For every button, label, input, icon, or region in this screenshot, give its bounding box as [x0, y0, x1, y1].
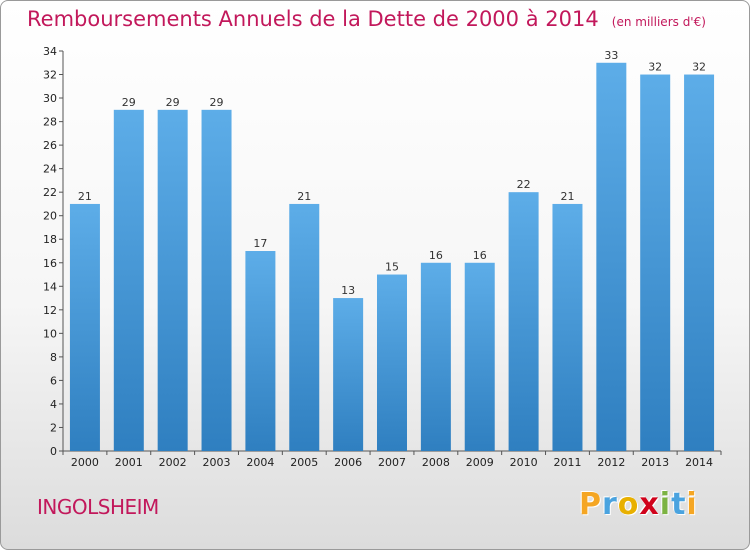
bar-2011 — [552, 203, 583, 451]
bar-2007 — [377, 274, 407, 451]
y-tick-label: 32 — [43, 69, 57, 82]
y-tick-label: 10 — [43, 327, 57, 340]
y-tick-label: 34 — [43, 45, 57, 58]
x-tick-label-2014: 2014 — [685, 456, 713, 469]
x-tick-label-2009: 2009 — [466, 456, 494, 469]
y-tick-label: 24 — [43, 163, 57, 176]
chart-subtitle: (en milliers d'€) — [611, 15, 706, 29]
y-tick-label: 6 — [50, 374, 57, 387]
y-tick-label: 26 — [43, 139, 57, 152]
data-label-2001: 29 — [122, 96, 136, 109]
bar-2004 — [245, 251, 276, 451]
y-tick-label: 4 — [50, 398, 57, 411]
y-tick-label: 12 — [43, 304, 57, 317]
logo-letter: r — [602, 487, 618, 522]
data-label-2005: 21 — [297, 190, 311, 203]
data-labels-group: 21 29 29 29 17 21 13 15 16 16 22 21 33 32 32 — [78, 49, 706, 297]
data-label-2014: 32 — [692, 61, 706, 74]
y-tick-label: 30 — [43, 92, 57, 105]
proxiti-logo: Proxiti — [579, 487, 698, 522]
x-tick-label-2000: 2000 — [71, 456, 99, 469]
x-tick-label-2010: 2010 — [510, 456, 538, 469]
data-label-2004: 17 — [253, 237, 267, 250]
bar-2010 — [508, 192, 539, 452]
data-label-2003: 29 — [210, 96, 224, 109]
x-tick-label-2013: 2013 — [641, 456, 669, 469]
data-label-2011: 21 — [560, 190, 574, 203]
x-tick-label-2005: 2005 — [290, 456, 318, 469]
y-tick-label: 14 — [43, 280, 57, 293]
bar-2009 — [464, 262, 495, 451]
logo-letter: x — [639, 487, 660, 522]
bar-2014 — [684, 74, 715, 451]
logo-letter: i — [659, 487, 672, 522]
logo-letter: o — [617, 487, 640, 522]
y-tick-label: 0 — [50, 445, 57, 458]
bar-2006 — [333, 298, 364, 451]
y-tick-label: 20 — [43, 210, 57, 223]
bar-2000 — [69, 203, 100, 451]
data-label-2002: 29 — [166, 96, 180, 109]
bar-2012 — [596, 62, 627, 451]
bar-2005 — [289, 203, 320, 451]
y-tick-label: 2 — [50, 421, 57, 434]
x-tick-label-2001: 2001 — [115, 456, 143, 469]
chart-title-wrap: Remboursements Annuels de la Dette de 20… — [27, 7, 706, 31]
data-label-2000: 21 — [78, 190, 92, 203]
y-tick-label: 22 — [43, 186, 57, 199]
data-label-2013: 32 — [648, 61, 662, 74]
bar-2001 — [113, 109, 144, 451]
x-tick-label-2004: 2004 — [246, 456, 274, 469]
logo-letter: i — [686, 487, 698, 522]
commune-name: INGOLSHEIM — [37, 495, 159, 519]
bar-2008 — [420, 262, 451, 451]
y-tick-label: 16 — [43, 257, 57, 270]
x-tick-label-2012: 2012 — [597, 456, 625, 469]
data-label-2012: 33 — [604, 49, 618, 62]
data-label-2010: 22 — [517, 178, 531, 191]
x-tick-label-2003: 2003 — [203, 456, 231, 469]
chart-title: Remboursements Annuels de la Dette de 20… — [27, 7, 599, 31]
y-tick-label: 8 — [50, 351, 57, 364]
data-label-2006: 13 — [341, 284, 355, 297]
bars-group — [69, 62, 715, 452]
logo-letter: t — [671, 487, 687, 522]
logo-letter: P — [579, 487, 602, 522]
y-tick-label: 18 — [43, 233, 57, 246]
y-tick-label: 28 — [43, 116, 57, 129]
x-tick-label-2006: 2006 — [334, 456, 362, 469]
x-tick-label-2011: 2011 — [553, 456, 581, 469]
bar-2002 — [157, 109, 188, 451]
x-axis: 2000 2001 2002 2003 2004 2005 2006 2007 2008 2009… — [62, 450, 722, 469]
data-label-2008: 16 — [429, 249, 443, 262]
x-tick-label-2008: 2008 — [422, 456, 450, 469]
data-label-2009: 16 — [473, 249, 487, 262]
bar-2003 — [201, 109, 232, 451]
bar-2013 — [640, 74, 671, 451]
x-tick-label-2002: 2002 — [159, 456, 187, 469]
data-label-2007: 15 — [385, 261, 399, 274]
x-tick-label-2007: 2007 — [378, 456, 406, 469]
